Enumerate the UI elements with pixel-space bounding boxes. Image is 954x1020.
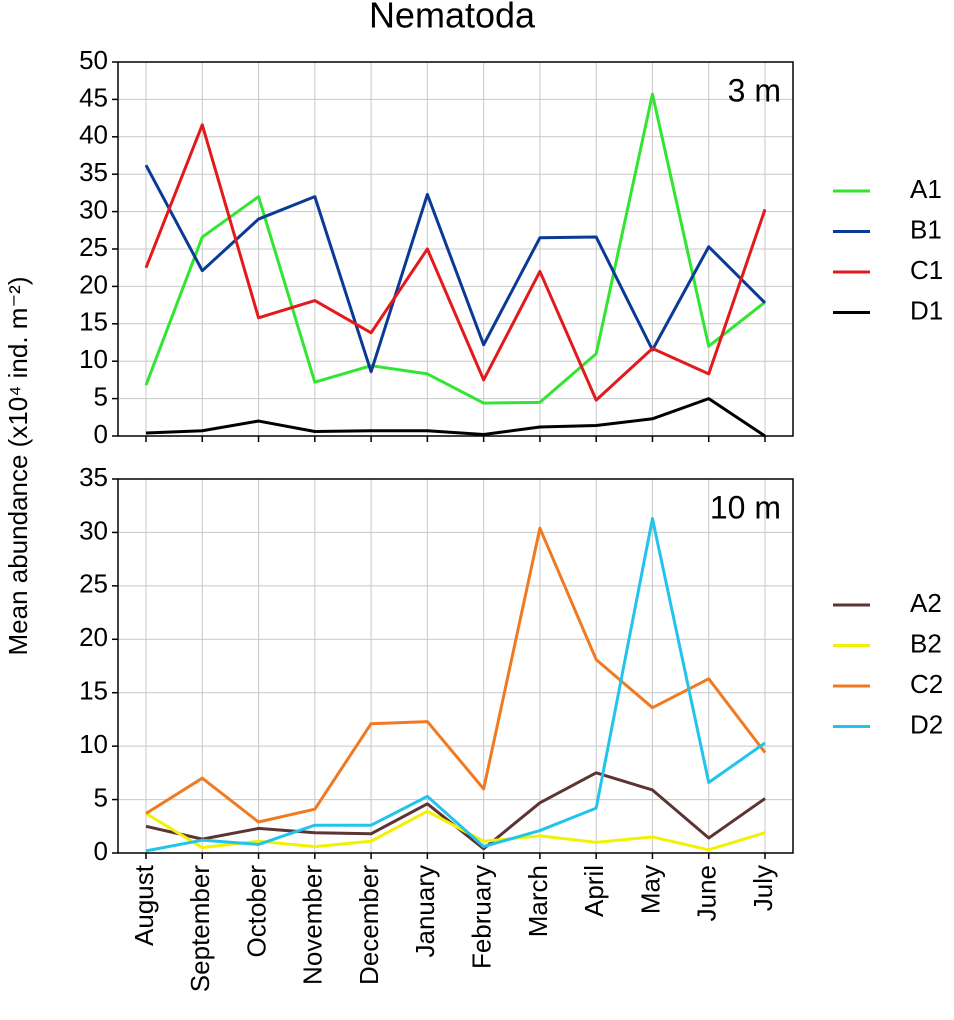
x-tick-label: July: [748, 865, 778, 911]
x-tick-label: February: [467, 865, 497, 969]
legend-label: D2: [910, 709, 943, 739]
x-tick-label: November: [298, 865, 328, 985]
y-tick-label: 5: [94, 782, 108, 812]
y-tick-label: 20: [79, 269, 108, 299]
y-tick-label: 0: [94, 419, 108, 449]
series-line: [145, 397, 766, 438]
series-line: [144, 123, 767, 402]
y-tick-label: 30: [79, 194, 108, 224]
x-tick-label: March: [523, 865, 553, 937]
series-line: [144, 164, 767, 374]
y-tick-label: 15: [79, 307, 108, 337]
legend-label: A2: [910, 588, 942, 618]
y-tick-label: 35: [79, 157, 108, 187]
x-tick-label: December: [354, 865, 384, 985]
legend-label: B2: [910, 628, 942, 658]
y-tick-label: 10: [79, 729, 108, 759]
x-tick-label: September: [185, 865, 215, 993]
y-tick-label: 5: [94, 381, 108, 411]
legend-label: B1: [910, 214, 942, 244]
y-tick-label: 15: [79, 676, 108, 706]
series-line: [144, 92, 766, 405]
y-tick-label: 40: [79, 120, 108, 150]
plot-frame: [117, 478, 794, 854]
y-axis-label: Mean abundance (x10⁴ ind. m⁻²): [3, 277, 33, 656]
chart-title: Nematoda: [369, 0, 536, 36]
panel-annotation: 3 m: [728, 72, 781, 108]
legend-label: C1: [910, 255, 943, 285]
x-tick-label: January: [410, 865, 440, 958]
y-tick-label: 30: [79, 515, 108, 545]
legend-label: A1: [910, 174, 942, 204]
x-tick-label: May: [635, 865, 665, 914]
x-tick-label: June: [692, 865, 722, 921]
y-tick-label: 20: [79, 622, 108, 652]
legend-label: D1: [910, 295, 943, 325]
x-tick-label: April: [579, 865, 609, 917]
y-tick-label: 25: [79, 232, 108, 262]
panel-annotation: 10 m: [710, 489, 781, 525]
series-line: [145, 526, 767, 824]
y-tick-label: 45: [79, 82, 108, 112]
x-tick-label: October: [241, 865, 271, 958]
series-line: [145, 517, 766, 853]
plot-frame: [117, 61, 794, 437]
y-tick-label: 25: [79, 569, 108, 599]
y-tick-label: 0: [94, 836, 108, 866]
x-tick-label: August: [129, 864, 159, 946]
y-tick-label: 10: [79, 344, 108, 374]
y-tick-label: 50: [79, 45, 108, 75]
legend-label: C2: [910, 669, 943, 699]
series-line: [145, 771, 766, 851]
y-tick-label: 35: [79, 462, 108, 492]
